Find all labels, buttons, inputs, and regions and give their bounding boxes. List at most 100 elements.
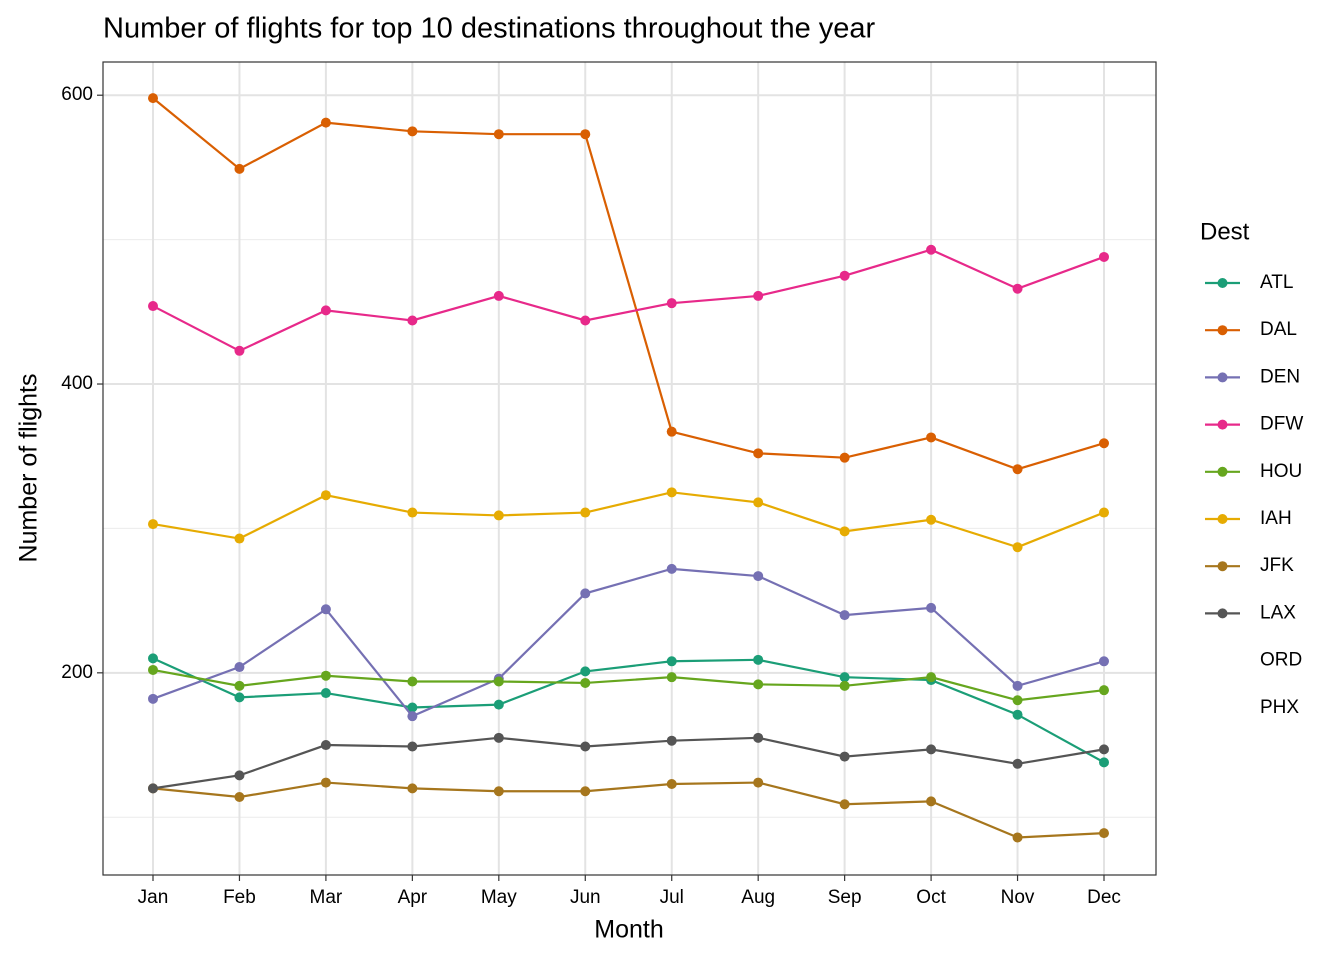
data-point <box>320 740 331 751</box>
data-point <box>580 677 591 688</box>
plot-background <box>103 62 1156 875</box>
legend-key-point <box>1217 278 1228 288</box>
data-point <box>493 676 504 687</box>
data-point <box>493 786 504 797</box>
data-point <box>753 448 764 459</box>
data-point <box>839 610 850 621</box>
data-point <box>1012 680 1023 691</box>
data-point <box>148 653 158 664</box>
data-point <box>407 711 418 722</box>
legend-title: Dest <box>1200 218 1250 245</box>
y-tick-label: 600 <box>61 84 93 105</box>
chart-title: Number of flights for top 10 destination… <box>103 13 876 45</box>
x-tick-label: Jan <box>138 887 169 908</box>
data-point <box>666 779 677 790</box>
legend-key-point <box>1217 419 1228 430</box>
data-point <box>753 732 764 743</box>
legend-key-point <box>1217 514 1228 524</box>
data-point <box>580 315 591 326</box>
data-point <box>753 679 764 690</box>
data-point <box>580 666 591 677</box>
data-point <box>1012 758 1023 769</box>
legend-label: DEN <box>1260 366 1300 387</box>
data-point <box>1099 828 1109 839</box>
x-tick-label: Jun <box>570 887 601 908</box>
data-point <box>493 290 504 301</box>
legend-label: PHX <box>1260 697 1299 718</box>
data-point <box>320 305 331 316</box>
data-point <box>407 507 418 518</box>
series-line <box>152 736 1105 790</box>
legend-label: DAL <box>1260 319 1297 340</box>
data-point <box>148 301 158 312</box>
data-point <box>148 93 158 104</box>
data-point <box>666 672 677 683</box>
legend-key-point <box>1217 561 1228 572</box>
data-point <box>926 796 937 807</box>
data-point <box>839 751 850 762</box>
data-point <box>839 799 850 810</box>
data-point <box>839 672 850 683</box>
data-point <box>839 452 850 463</box>
data-point <box>1012 695 1023 706</box>
data-point <box>580 129 591 140</box>
data-point <box>234 792 245 803</box>
data-point <box>666 563 677 574</box>
data-point <box>320 490 331 501</box>
data-point <box>666 426 677 437</box>
data-point <box>1012 464 1023 475</box>
y-axis-label: Number of flights <box>15 374 43 563</box>
data-point <box>753 777 764 788</box>
series-line <box>152 567 1105 718</box>
x-tick-label: Sep <box>828 887 862 908</box>
series-line <box>152 97 1105 471</box>
y-tick-label: 200 <box>61 662 93 683</box>
data-point <box>926 432 937 443</box>
x-tick-label: Dec <box>1087 887 1121 908</box>
data-point <box>407 315 418 326</box>
data-point <box>493 129 504 140</box>
series-line <box>152 491 1105 549</box>
data-point <box>234 662 245 673</box>
legend-label: ORD <box>1260 650 1302 671</box>
data-point <box>1099 438 1109 449</box>
legend-label: HOU <box>1260 461 1302 482</box>
data-point <box>839 526 850 537</box>
data-point <box>926 602 937 613</box>
data-point <box>666 298 677 309</box>
data-point <box>666 656 677 667</box>
data-point <box>234 163 245 174</box>
data-point <box>407 783 418 794</box>
series-line <box>152 781 1105 839</box>
data-point <box>1099 757 1109 768</box>
data-point <box>407 741 418 752</box>
data-point <box>580 741 591 752</box>
data-point <box>839 270 850 281</box>
legend-label: DFW <box>1260 414 1303 435</box>
data-point <box>493 510 504 521</box>
data-point <box>148 519 158 530</box>
data-point <box>234 692 245 703</box>
data-point <box>1012 709 1023 720</box>
data-point <box>234 533 245 544</box>
x-tick-label: Mar <box>310 887 343 908</box>
data-point <box>1012 832 1023 843</box>
data-point <box>580 507 591 518</box>
data-point <box>1012 542 1023 553</box>
data-point <box>407 126 418 137</box>
data-point <box>234 680 245 691</box>
legend-key-point <box>1217 372 1228 383</box>
data-point <box>926 672 937 683</box>
data-point <box>234 345 245 356</box>
x-tick-label: Apr <box>398 887 428 908</box>
data-point <box>493 699 504 710</box>
data-point <box>753 290 764 301</box>
plot-border <box>102 61 1157 876</box>
data-point <box>148 783 158 794</box>
x-tick-label: Nov <box>1001 887 1035 908</box>
data-point <box>1099 744 1109 755</box>
data-point <box>493 732 504 743</box>
x-tick-label: Aug <box>741 887 775 908</box>
legend-key-point <box>1217 466 1228 477</box>
